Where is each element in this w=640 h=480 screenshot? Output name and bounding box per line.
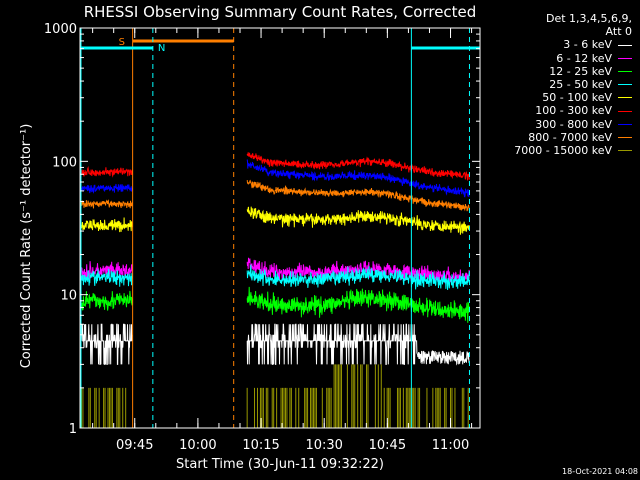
y-axis-label: Corrected Count Rate (s⁻¹ detector⁻¹): [19, 124, 34, 369]
legend-attenuator: Att 0: [605, 25, 632, 39]
series-3-to-6keV-line: [246, 323, 470, 366]
series-50-to-100keV-line: [79, 217, 133, 233]
legend-swatch: [618, 44, 632, 46]
legend-item-label: 12 - 25 keV: [549, 64, 612, 78]
legend-swatch: [618, 136, 632, 138]
series-800-to-7000keV-line: [246, 179, 470, 212]
legend-item: 800 - 7000 keV: [472, 131, 632, 144]
legend-item-label: 800 - 7000 keV: [528, 130, 612, 144]
series-7000-15000-kev-bars: [246, 364, 469, 428]
legend-item-label: 3 - 6 keV: [563, 38, 612, 52]
series-100-to-300keV-line: [79, 165, 133, 178]
x-tick-label: 10:45: [369, 438, 406, 453]
y-tick-label: 10: [60, 289, 77, 304]
series-25-to-50keV-line: [246, 264, 470, 291]
legend-swatch: [618, 70, 632, 72]
chart-title: RHESSI Observing Summary Count Rates, Co…: [84, 3, 477, 21]
x-tick-label: 10:30: [305, 438, 342, 453]
series-6-to-12keV-line: [79, 261, 133, 281]
legend-item: 7000 - 15000 keV: [472, 144, 632, 157]
legend-swatch: [618, 110, 632, 112]
series-12-to-25keV-line: [79, 290, 133, 311]
legend-swatch: [618, 150, 632, 152]
y-tick-label: 100: [52, 155, 77, 170]
night-label: N: [158, 43, 165, 54]
series-800-to-7000keV-line: [79, 199, 133, 209]
legend: Det 1,3,4,5,6,9, Att 0 3 - 6 keV 6 - 12 k…: [472, 12, 632, 157]
legend-item: 6 - 12 keV: [472, 52, 632, 65]
legend-swatch: [618, 123, 632, 125]
x-tick-label: 11:00: [432, 438, 469, 453]
legend-item-label: 300 - 800 keV: [535, 117, 612, 131]
legend-item-label: 50 - 100 keV: [542, 91, 612, 105]
saa-label: S: [119, 37, 125, 48]
plot-area: S N 1 10 100 1000 09:45 10:00 10:15 10:30 10:45 11:…: [44, 22, 481, 453]
x-tick-label: 10:15: [242, 438, 279, 453]
series-100-to-300keV-line: [246, 152, 470, 181]
legend-item-label: 25 - 50 keV: [549, 78, 612, 92]
legend-item: 100 - 300 keV: [472, 104, 632, 117]
legend-swatch: [618, 57, 632, 59]
axes-frame: [79, 27, 481, 429]
legend-item: 300 - 800 keV: [472, 118, 632, 131]
y-tick-label: 1: [69, 422, 77, 437]
legend-item-label: 7000 - 15000 keV: [514, 144, 612, 158]
x-tick-label: 10:00: [179, 438, 216, 453]
y-tick-label: 1000: [44, 22, 77, 37]
x-tick-label: 09:45: [116, 438, 153, 453]
legend-item: 25 - 50 keV: [472, 78, 632, 91]
series-300-to-800keV-line: [246, 159, 470, 198]
legend-swatch: [618, 84, 632, 86]
series-25-to-50keV-line: [79, 268, 133, 287]
legend-detectors: Det 1,3,4,5,6,9,: [545, 12, 632, 25]
legend-swatch: [618, 97, 632, 99]
x-axis-label: Start Time (30-Jun-11 09:32:22): [176, 457, 384, 472]
series-3-to-6keV-line: [79, 323, 133, 365]
legend-item: 12 - 25 keV: [472, 65, 632, 78]
legend-item-label: 100 - 300 keV: [535, 104, 612, 118]
series-12-to-25keV-line: [246, 286, 470, 323]
series-300-to-800keV-line: [79, 183, 133, 194]
series-50-to-100keV-line: [246, 206, 470, 235]
legend-item: 3 - 6 keV: [472, 38, 632, 51]
legend-item: 50 - 100 keV: [472, 91, 632, 104]
series-7000-15000-kev-bars: [80, 387, 127, 428]
timestamp: 18-Oct-2021 04:08: [562, 467, 638, 476]
legend-item-label: 6 - 12 keV: [556, 51, 612, 65]
